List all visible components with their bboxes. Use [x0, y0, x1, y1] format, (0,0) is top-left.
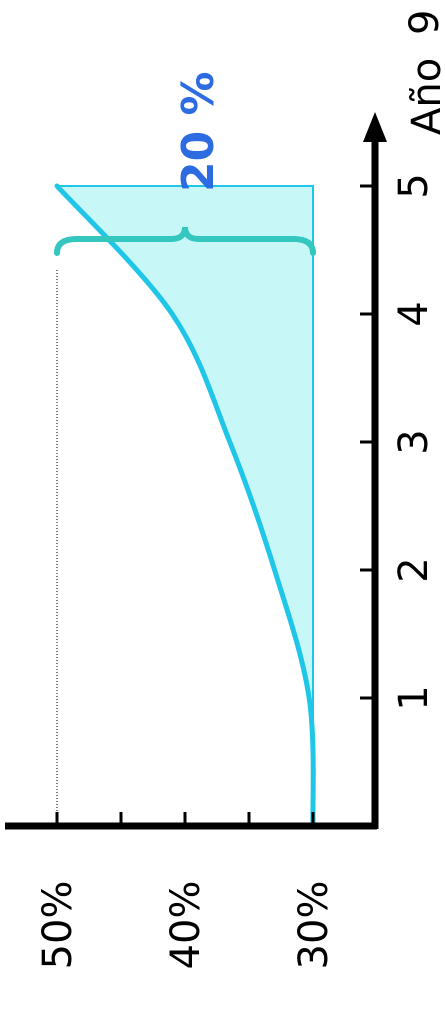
x-axis-title-suffix: 9	[402, 10, 445, 35]
plot-area: 30% 40% 50% 1 2 3 4 5	[5, 112, 437, 969]
series-line	[54, 183, 316, 829]
x-axis-arrowhead	[363, 112, 387, 142]
x-axis-ticks: 1 2 3 4 5	[360, 173, 437, 711]
brace-path	[54, 226, 316, 256]
x-tick-label: 3	[391, 429, 437, 454]
y-tick-label: 50%	[35, 881, 81, 970]
annotation-label: 20 %	[173, 71, 224, 192]
brace	[54, 226, 316, 256]
x-tick-label: 1	[391, 685, 437, 710]
area-fill	[54, 185, 315, 827]
y-tick-label: 40%	[163, 881, 209, 970]
y-tick-label: 30%	[291, 881, 337, 970]
x-tick-label: 5	[391, 173, 437, 198]
y-axis-ticks: 30% 40% 50%	[35, 812, 337, 969]
x-tick-label: 2	[391, 557, 437, 582]
x-axis-title: Año	[404, 58, 445, 135]
x-tick-label: 4	[391, 301, 437, 326]
